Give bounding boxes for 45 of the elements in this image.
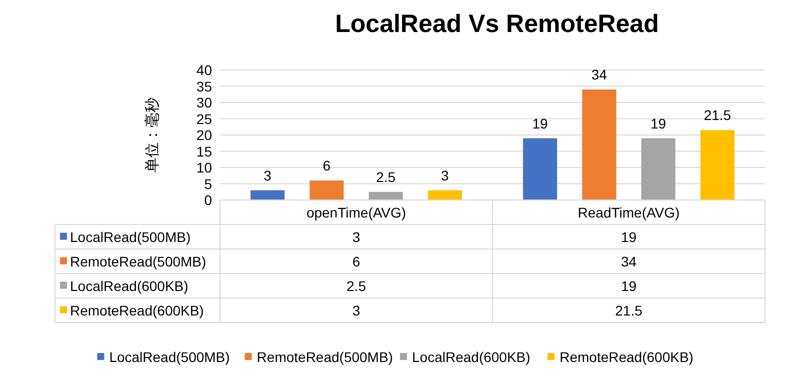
x-tick-label: openTime(AVG) xyxy=(306,204,406,220)
y-tick-label: 35 xyxy=(196,78,212,94)
text: 2.5 xyxy=(346,278,366,294)
legend-label: RemoteRead(600KB) xyxy=(560,349,694,365)
y-tick-label: 5 xyxy=(204,176,212,192)
legend-label: RemoteRead(500MB) xyxy=(70,253,206,270)
data-label: 19 xyxy=(532,115,548,132)
data-label: 3 xyxy=(441,167,450,184)
bar xyxy=(310,180,344,200)
y-tick-label: 40 xyxy=(196,62,212,78)
text: RemoteRead(600KB) xyxy=(70,302,204,318)
text: 19 xyxy=(620,278,637,294)
y-tick-label: 15 xyxy=(196,143,212,160)
y-tick-label: 20 xyxy=(196,127,212,143)
bar xyxy=(368,192,403,200)
y-tick-label: 10 xyxy=(196,160,212,176)
data-label: 34 xyxy=(591,66,608,82)
y-tick-label: 0 xyxy=(204,192,212,208)
bar xyxy=(700,130,734,200)
text: 34 xyxy=(620,253,637,270)
text: 3 xyxy=(352,228,360,245)
text: 6 xyxy=(352,253,360,270)
y-tick-label: 30 xyxy=(196,94,212,110)
data-label: 6 xyxy=(322,158,331,174)
bar xyxy=(582,90,616,200)
text: 21.5 xyxy=(615,302,643,318)
data-label: 21.5 xyxy=(704,107,732,124)
bar xyxy=(523,138,558,200)
y-tick-label: 25 xyxy=(196,110,212,127)
x-tick-label: ReadTime(AVG) xyxy=(578,204,680,220)
y-axis-title: 单位：毫秒 xyxy=(144,98,161,172)
legend-label: LocalRead(600KB) xyxy=(412,349,530,365)
text: 3 xyxy=(352,302,360,318)
bar xyxy=(641,138,676,200)
data-label: 3 xyxy=(264,167,272,184)
bar xyxy=(250,190,285,200)
text: 19 xyxy=(620,228,637,245)
chart-title: LocalRead Vs RemoteRead xyxy=(335,10,659,38)
text: LocalRead(600KB) xyxy=(70,278,188,294)
data-label: 19 xyxy=(650,115,666,132)
legend-label: LocalRead(500MB) xyxy=(70,228,191,245)
text: RemoteRead(500MB) xyxy=(256,349,393,365)
data-label: 2.5 xyxy=(376,168,396,185)
text: LocalRead(500MB) xyxy=(109,349,230,365)
bar xyxy=(428,190,462,200)
